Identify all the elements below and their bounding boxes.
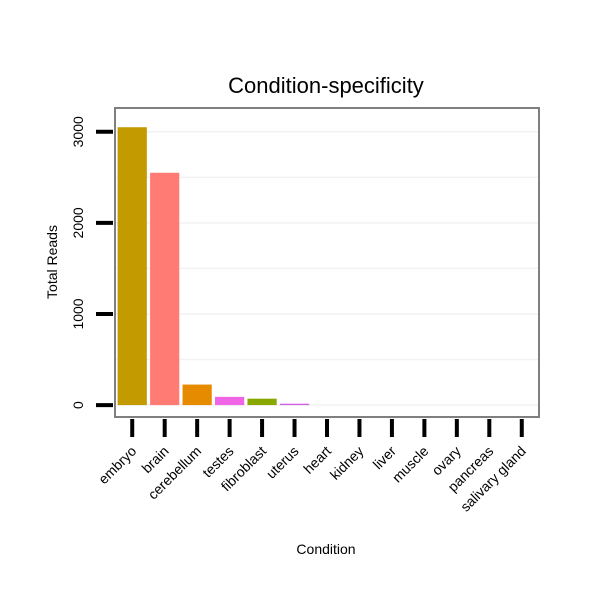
x-axis-label: Condition [296, 541, 355, 557]
x-axis: embryo braincerebellumtestesfibroblastute… [95, 419, 529, 515]
bars [117, 127, 310, 406]
x-tick-label: kidney [327, 443, 367, 483]
y-tick-label: 3000 [70, 116, 86, 147]
y-axis-label: Total Reads [44, 225, 60, 299]
y-tick-label: 1000 [70, 298, 86, 329]
x-tick-label: embryo [95, 443, 139, 487]
bar-embryo [117, 127, 147, 406]
y-tick-label: 0 [70, 401, 86, 409]
chart-title: Condition-specificity [228, 73, 424, 98]
bar-cerebellum [182, 384, 212, 406]
bar-brain [150, 172, 180, 406]
y-axis: 0 1000 2000 3000 [70, 116, 113, 409]
bar-uterus [279, 403, 310, 406]
plot-panel [114, 107, 540, 418]
bar-testes [215, 396, 245, 406]
y-tick-label: 2000 [70, 207, 86, 238]
x-tick-label: muscle [389, 443, 432, 486]
bar-fibroblast [247, 398, 277, 406]
x-tick-label: uterus [263, 443, 302, 482]
